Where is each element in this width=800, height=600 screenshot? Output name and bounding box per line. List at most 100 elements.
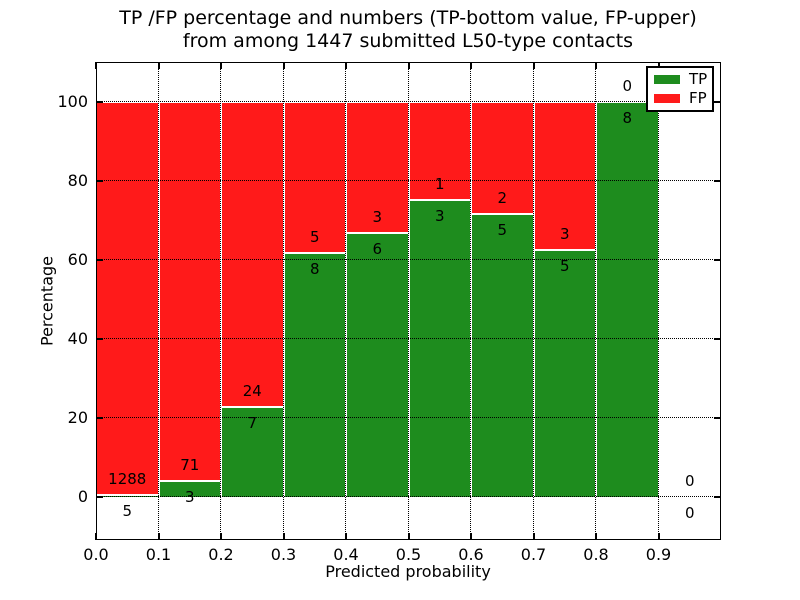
y-tick-left-4: [96, 179, 103, 182]
y-tick-label-5: 100: [57, 91, 88, 111]
x-tick-bottom-5: [407, 533, 410, 540]
v-gridline-2: [220, 62, 222, 540]
legend-swatch-fp: [654, 93, 680, 103]
x-tick-bottom-0: [95, 533, 97, 540]
y-tick-right-2: [714, 337, 721, 340]
y-tick-label-2: 40: [67, 328, 88, 348]
bar-segment-fp-2: [221, 101, 284, 408]
fp-count-label-6: 2: [497, 189, 508, 208]
x-tick-bottom-6: [470, 533, 472, 540]
fp-count-label-5: 1: [434, 175, 445, 194]
fp-count-label-8: 0: [622, 76, 633, 95]
x-tick-top-1: [157, 62, 160, 69]
x-tick-label-9: 0.9: [645, 545, 672, 564]
y-tick-label-1: 20: [67, 407, 88, 427]
fp-count-label-3: 5: [309, 228, 320, 247]
tp-count-label-1: 3: [184, 487, 195, 506]
x-tick-label-1: 0.1: [145, 545, 172, 564]
fp-count-label-2: 24: [242, 382, 262, 401]
y-tick-right-4: [714, 179, 721, 182]
y-tick-right-0: [714, 495, 721, 498]
x-tick-bottom-8: [595, 533, 597, 540]
y-tick-left-2: [96, 337, 103, 340]
x-tick-top-6: [470, 62, 472, 69]
tp-count-label-8: 8: [622, 108, 633, 127]
v-gridline-8: [595, 62, 597, 540]
tp-count-label-7: 5: [559, 256, 570, 275]
x-tick-label-7: 0.7: [520, 545, 547, 564]
x-tick-label-4: 0.4: [333, 545, 359, 564]
y-tick-left-5: [96, 100, 103, 103]
bar-segment-tp-2: [221, 407, 284, 497]
legend-entry-tp: TP: [654, 70, 708, 89]
y-tick-right-3: [714, 258, 721, 261]
x-tick-top-9: [657, 62, 660, 69]
x-tick-bottom-7: [532, 533, 535, 540]
y-tick-right-1: [714, 416, 721, 419]
bar-segment-tp-3: [283, 253, 346, 497]
v-gridline-1: [157, 62, 159, 540]
y-tick-left-3: [96, 258, 103, 261]
legend-label-tp: TP: [689, 70, 708, 89]
tp-count-label-3: 8: [309, 260, 320, 279]
y-tick-right-5: [714, 100, 721, 103]
legend-swatch-tp: [654, 75, 680, 85]
x-tick-label-3: 0.3: [270, 545, 297, 564]
x-tick-top-7: [532, 62, 535, 69]
y-tick-label-3: 60: [67, 249, 88, 269]
bar-segment-fp-1: [158, 101, 221, 481]
x-tick-label-8: 0.8: [583, 545, 609, 564]
x-tick-bottom-4: [345, 533, 347, 540]
chart-title: TP /FP percentage and numbers (TP-bottom…: [119, 7, 697, 53]
tp-count-label-6: 5: [497, 221, 508, 240]
fp-count-label-9: 0: [684, 471, 695, 490]
bar-segment-tp-5: [408, 200, 471, 497]
x-tick-bottom-2: [220, 533, 222, 540]
v-gridline-4: [345, 62, 347, 540]
y-tick-left-0: [96, 495, 103, 498]
legend-entry-fp: FP: [654, 88, 707, 107]
y-tick-label-4: 80: [67, 170, 88, 190]
legend-label-fp: FP: [689, 88, 707, 107]
tp-count-label-9: 0: [684, 503, 695, 522]
v-gridline-3: [282, 62, 284, 540]
x-tick-top-8: [595, 62, 597, 69]
x-tick-top-3: [282, 62, 285, 69]
v-gridline-5: [407, 62, 409, 540]
chart-title-line-1: TP /FP percentage and numbers (TP-bottom…: [119, 7, 697, 29]
bar-segment-fp-4: [346, 101, 409, 234]
tp-count-label-2: 7: [247, 414, 258, 433]
chart-title-line-2: from among 1447 submitted L50-type conta…: [182, 30, 634, 52]
x-axis-title: Predicted probability: [325, 562, 491, 581]
plot-area: 1288 5 71 3 24 7 5 8 3 6 1 3 2 5 3 5 0 8 0 0: [95, 62, 721, 540]
tp-count-label-5: 3: [434, 207, 445, 226]
fp-count-label-0: 1288: [108, 470, 147, 488]
bar-segment-fp-0: [96, 101, 159, 495]
y-tick-left-1: [96, 416, 103, 419]
x-tick-label-0: 0.0: [83, 545, 109, 564]
bar-segment-tp-4: [346, 233, 409, 497]
v-gridline-6: [470, 62, 472, 540]
legend: TP FP: [646, 66, 714, 112]
x-tick-label-6: 0.6: [458, 545, 484, 564]
v-gridline-7: [532, 62, 534, 540]
y-tick-label-0: 0: [77, 486, 88, 506]
x-tick-bottom-1: [157, 533, 160, 540]
v-gridline-9: [657, 62, 659, 540]
tp-count-label-0: 5: [122, 502, 133, 520]
x-tick-top-0: [95, 62, 97, 69]
bar-segment-tp-6: [471, 214, 534, 497]
fp-count-label-7: 3: [559, 224, 570, 243]
x-tick-bottom-9: [657, 533, 660, 540]
fp-count-label-1: 71: [180, 455, 200, 474]
bar-segment-fp-3: [283, 101, 346, 254]
bar-segment-tp-7: [533, 249, 596, 497]
fp-count-label-4: 3: [372, 208, 383, 227]
tp-count-label-4: 6: [372, 240, 383, 259]
x-tick-top-5: [407, 62, 410, 69]
x-tick-top-4: [345, 62, 347, 69]
bar-segment-tp-8: [596, 101, 659, 497]
x-tick-bottom-3: [282, 533, 285, 540]
x-tick-top-2: [220, 62, 222, 69]
